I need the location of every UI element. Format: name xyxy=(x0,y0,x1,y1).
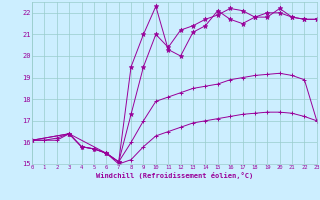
X-axis label: Windchill (Refroidissement éolien,°C): Windchill (Refroidissement éolien,°C) xyxy=(96,172,253,179)
